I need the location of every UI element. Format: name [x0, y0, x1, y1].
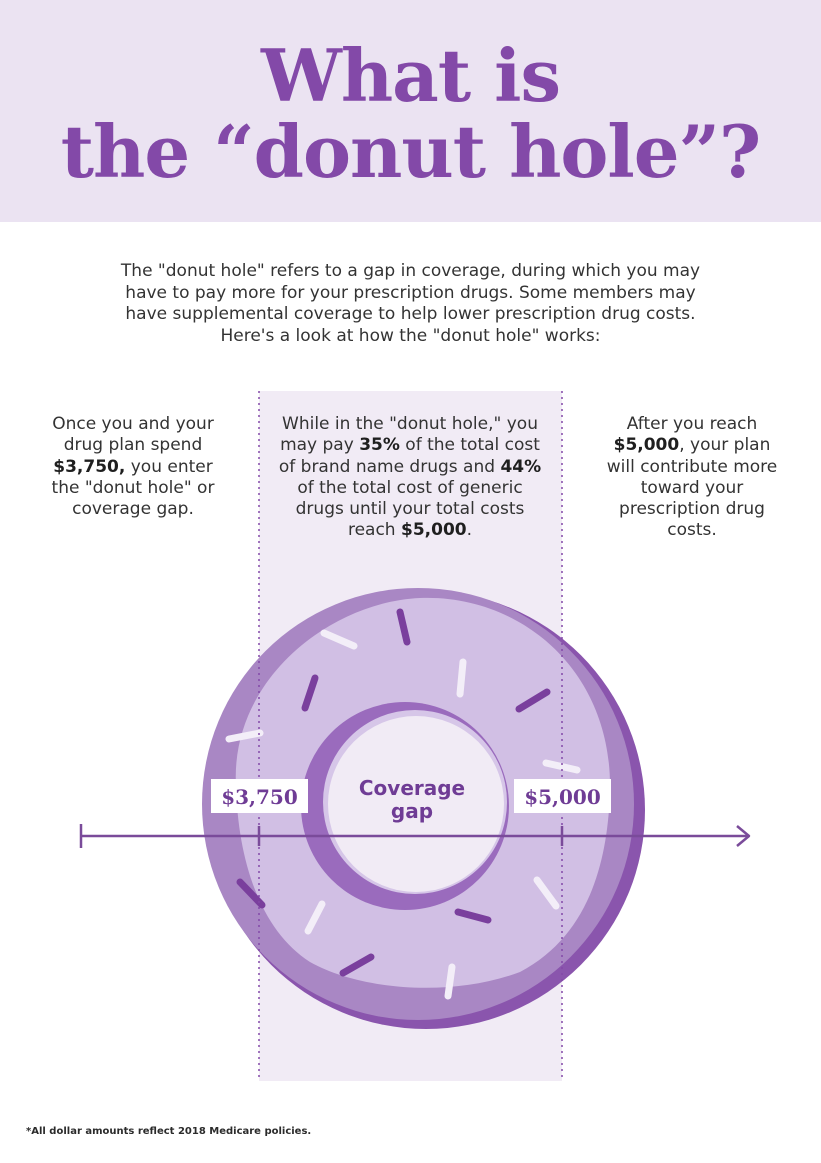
- coverage-gap-label-line1: Coverage: [359, 776, 465, 800]
- sprinkle: [301, 674, 319, 712]
- generic-percent: 44%: [500, 456, 542, 477]
- text-span: of the total cost of generic drugs until…: [295, 477, 525, 541]
- sprinkle: [542, 759, 581, 774]
- text-span: of the total cost of brand name drugs an…: [278, 435, 540, 477]
- text-span: Once you and your drug plan spend: [52, 414, 214, 456]
- coverage-gap-label-line2: gap: [391, 799, 433, 823]
- sprinkle: [225, 729, 264, 743]
- brand-percent: 35%: [359, 435, 400, 456]
- sprinkle: [515, 688, 551, 713]
- sprinkle: [304, 900, 326, 935]
- after-gap-text: After you reach $5,000, your plan will c…: [604, 414, 780, 542]
- end-amount-label: $5,000: [524, 785, 601, 809]
- footnote: *All dollar amounts reflect 2018 Medicar…: [26, 1126, 312, 1137]
- before-gap-text: Once you and your drug plan spend $3,750…: [44, 414, 222, 520]
- amount-3750: $3,750,: [53, 456, 126, 477]
- axis-arrow-icon: [736, 825, 751, 847]
- intro-paragraph: The "donut hole" refers to a gap in cove…: [120, 261, 701, 346]
- header-banner: What is the “donut hole”?: [0, 0, 821, 222]
- text-span: .: [466, 520, 473, 541]
- amount-5000: $5,000: [613, 435, 680, 456]
- text-span: , your plan will contribute more toward …: [606, 435, 778, 541]
- donut-illustration: [202, 588, 645, 1029]
- text-span: you enter the "donut hole" or coverage g…: [51, 456, 215, 520]
- text-span: While in the "donut hole," you may pay: [280, 414, 538, 456]
- text-span: After you reach: [626, 414, 758, 434]
- sprinkle: [533, 876, 560, 910]
- sprinkle: [396, 608, 411, 646]
- page-title: What is the “donut hole”?: [0, 38, 821, 190]
- title-line-1: What is: [260, 33, 561, 118]
- sprinkle: [320, 629, 358, 650]
- amount-5000: $5,000: [401, 520, 467, 541]
- end-amount-box: [514, 779, 611, 813]
- start-amount-label: $3,750: [221, 785, 298, 809]
- donut-hole: [328, 716, 504, 892]
- cost-axis: [79, 824, 751, 848]
- start-amount-box: [211, 779, 308, 813]
- title-line-2: the “donut hole”?: [60, 109, 761, 194]
- sprinkle: [339, 953, 375, 977]
- in-gap-text: While in the "donut hole," you may pay 3…: [276, 414, 544, 542]
- sprinkle: [454, 908, 492, 924]
- sprinkle: [444, 963, 456, 1000]
- sprinkle: [456, 658, 467, 698]
